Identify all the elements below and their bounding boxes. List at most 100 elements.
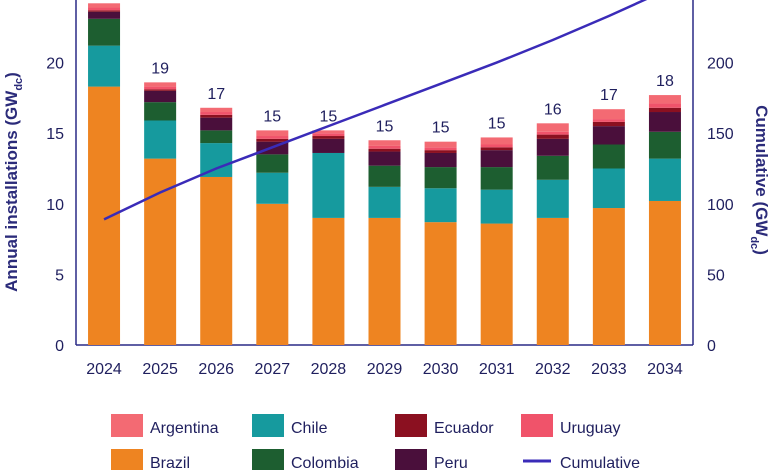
legend-label-peru: Peru <box>434 455 468 470</box>
x-tick-label-2031: 2031 <box>479 361 515 378</box>
bar-uruguay-2027 <box>256 136 289 139</box>
y2-tick-label-150: 150 <box>707 126 734 143</box>
bar-chile-2032 <box>536 179 569 218</box>
bar-ecuador-2026 <box>200 114 233 118</box>
bar-peru-2031 <box>480 150 513 168</box>
bar-colombia-2026 <box>200 130 233 144</box>
x-tick-label-2026: 2026 <box>198 361 234 378</box>
bar-brazil-2026 <box>200 176 233 345</box>
legend-label-colombia: Colombia <box>291 455 359 470</box>
y2-tick-label-200: 200 <box>707 56 734 73</box>
bar-peru-2028 <box>312 138 345 153</box>
right-axis-title: Cumulative (GWdc) <box>748 105 770 255</box>
x-tick-label-2024: 2024 <box>86 361 122 378</box>
y2-tick-label-50: 50 <box>707 267 725 284</box>
bar-ecuador-2030 <box>424 150 457 153</box>
bar-argentina-2025 <box>144 82 177 87</box>
bar-colombia-2029 <box>368 165 401 187</box>
bar-brazil-2028 <box>312 217 345 345</box>
y2-tick-label-100: 100 <box>707 197 734 214</box>
bar-ecuador-2025 <box>144 89 177 91</box>
bar-argentina-2028 <box>312 130 345 134</box>
legend-swatch-uruguay <box>521 414 553 437</box>
legend: Argentina Chile Ecuador Uruguay Brazil Colomb… <box>111 414 640 470</box>
bar-brazil-2031 <box>480 223 513 345</box>
total-label-2034: 18 <box>656 73 674 90</box>
bar-chile-2024 <box>88 45 121 87</box>
bar-brazil-2033 <box>592 208 625 345</box>
bar-colombia-2034 <box>648 131 681 159</box>
legend-swatch-argentina <box>111 414 143 437</box>
x-tick-label-2029: 2029 <box>367 361 403 378</box>
x-tick-label-2032: 2032 <box>535 361 571 378</box>
bar-uruguay-2033 <box>592 119 625 122</box>
total-label-2031: 15 <box>488 115 506 132</box>
bar-uruguay-2034 <box>648 103 681 108</box>
bar-brazil-2027 <box>256 203 289 345</box>
left-axis-title: Annual installations (GWdc) <box>2 72 25 292</box>
bar-ecuador-2034 <box>648 107 681 113</box>
total-label-2033: 17 <box>600 87 618 104</box>
bar-colombia-2033 <box>592 144 625 169</box>
total-label-2030: 15 <box>432 120 450 137</box>
y-tick-label-20: 20 <box>46 56 64 73</box>
total-label-2029: 15 <box>376 118 394 135</box>
legend-swatch-brazil <box>111 449 143 470</box>
bar-uruguay-2028 <box>312 133 345 137</box>
y-tick-label-5: 5 <box>55 267 64 284</box>
bar-peru-2033 <box>592 126 625 145</box>
bar-brazil-2024 <box>88 86 121 345</box>
legend-label-cumulative: Cumulative <box>560 455 640 470</box>
bar-argentina-2027 <box>256 130 289 137</box>
bar-ecuador-2024 <box>88 10 121 12</box>
bar-chile-2031 <box>480 189 513 224</box>
legend-label-brazil: Brazil <box>150 455 190 470</box>
bar-ecuador-2031 <box>480 147 513 151</box>
bar-uruguay-2031 <box>480 144 513 148</box>
bar-uruguay-2030 <box>424 147 457 151</box>
bar-colombia-2031 <box>480 167 513 190</box>
bar-ecuador-2028 <box>312 136 345 139</box>
cumulative-line-group <box>103 0 648 221</box>
bar-argentina-2031 <box>480 137 513 145</box>
bar-brazil-2032 <box>536 217 569 345</box>
bar-uruguay-2024 <box>88 7 121 11</box>
total-label-2028: 15 <box>320 108 338 125</box>
bar-chile-2027 <box>256 172 289 204</box>
legend-label-uruguay: Uruguay <box>560 420 620 437</box>
legend-label-chile: Chile <box>291 420 328 437</box>
bar-peru-2034 <box>648 112 681 132</box>
bar-argentina-2024 <box>88 3 121 8</box>
bar-ecuador-2027 <box>256 138 289 142</box>
bar-argentina-2034 <box>648 95 681 104</box>
bar-chile-2028 <box>312 152 345 218</box>
bar-argentina-2032 <box>536 123 569 132</box>
bar-uruguay-2025 <box>144 86 177 90</box>
bar-argentina-2033 <box>592 109 625 120</box>
x-tick-label-2027: 2027 <box>255 361 291 378</box>
bar-peru-2030 <box>424 152 457 168</box>
bar-brazil-2034 <box>648 200 681 345</box>
bar-ecuador-2032 <box>536 134 569 139</box>
total-label-2025: 19 <box>151 60 169 77</box>
bar-ecuador-2033 <box>592 121 625 127</box>
legend-swatch-colombia <box>252 449 284 470</box>
bar-chile-2026 <box>200 143 233 177</box>
bar-uruguay-2029 <box>368 145 401 149</box>
bar-peru-2024 <box>88 11 121 19</box>
bar-ecuador-2029 <box>368 148 401 152</box>
bar-peru-2025 <box>144 90 177 103</box>
bar-colombia-2030 <box>424 167 457 189</box>
legend-swatch-chile <box>252 414 284 437</box>
total-label-2032: 16 <box>544 101 562 118</box>
bar-uruguay-2032 <box>536 131 569 135</box>
x-tick-label-2033: 2033 <box>591 361 627 378</box>
bar-peru-2026 <box>200 117 233 131</box>
bar-peru-2029 <box>368 151 401 166</box>
legend-swatch-ecuador <box>395 414 427 437</box>
bar-uruguay-2026 <box>200 112 233 115</box>
bar-argentina-2030 <box>424 141 457 148</box>
